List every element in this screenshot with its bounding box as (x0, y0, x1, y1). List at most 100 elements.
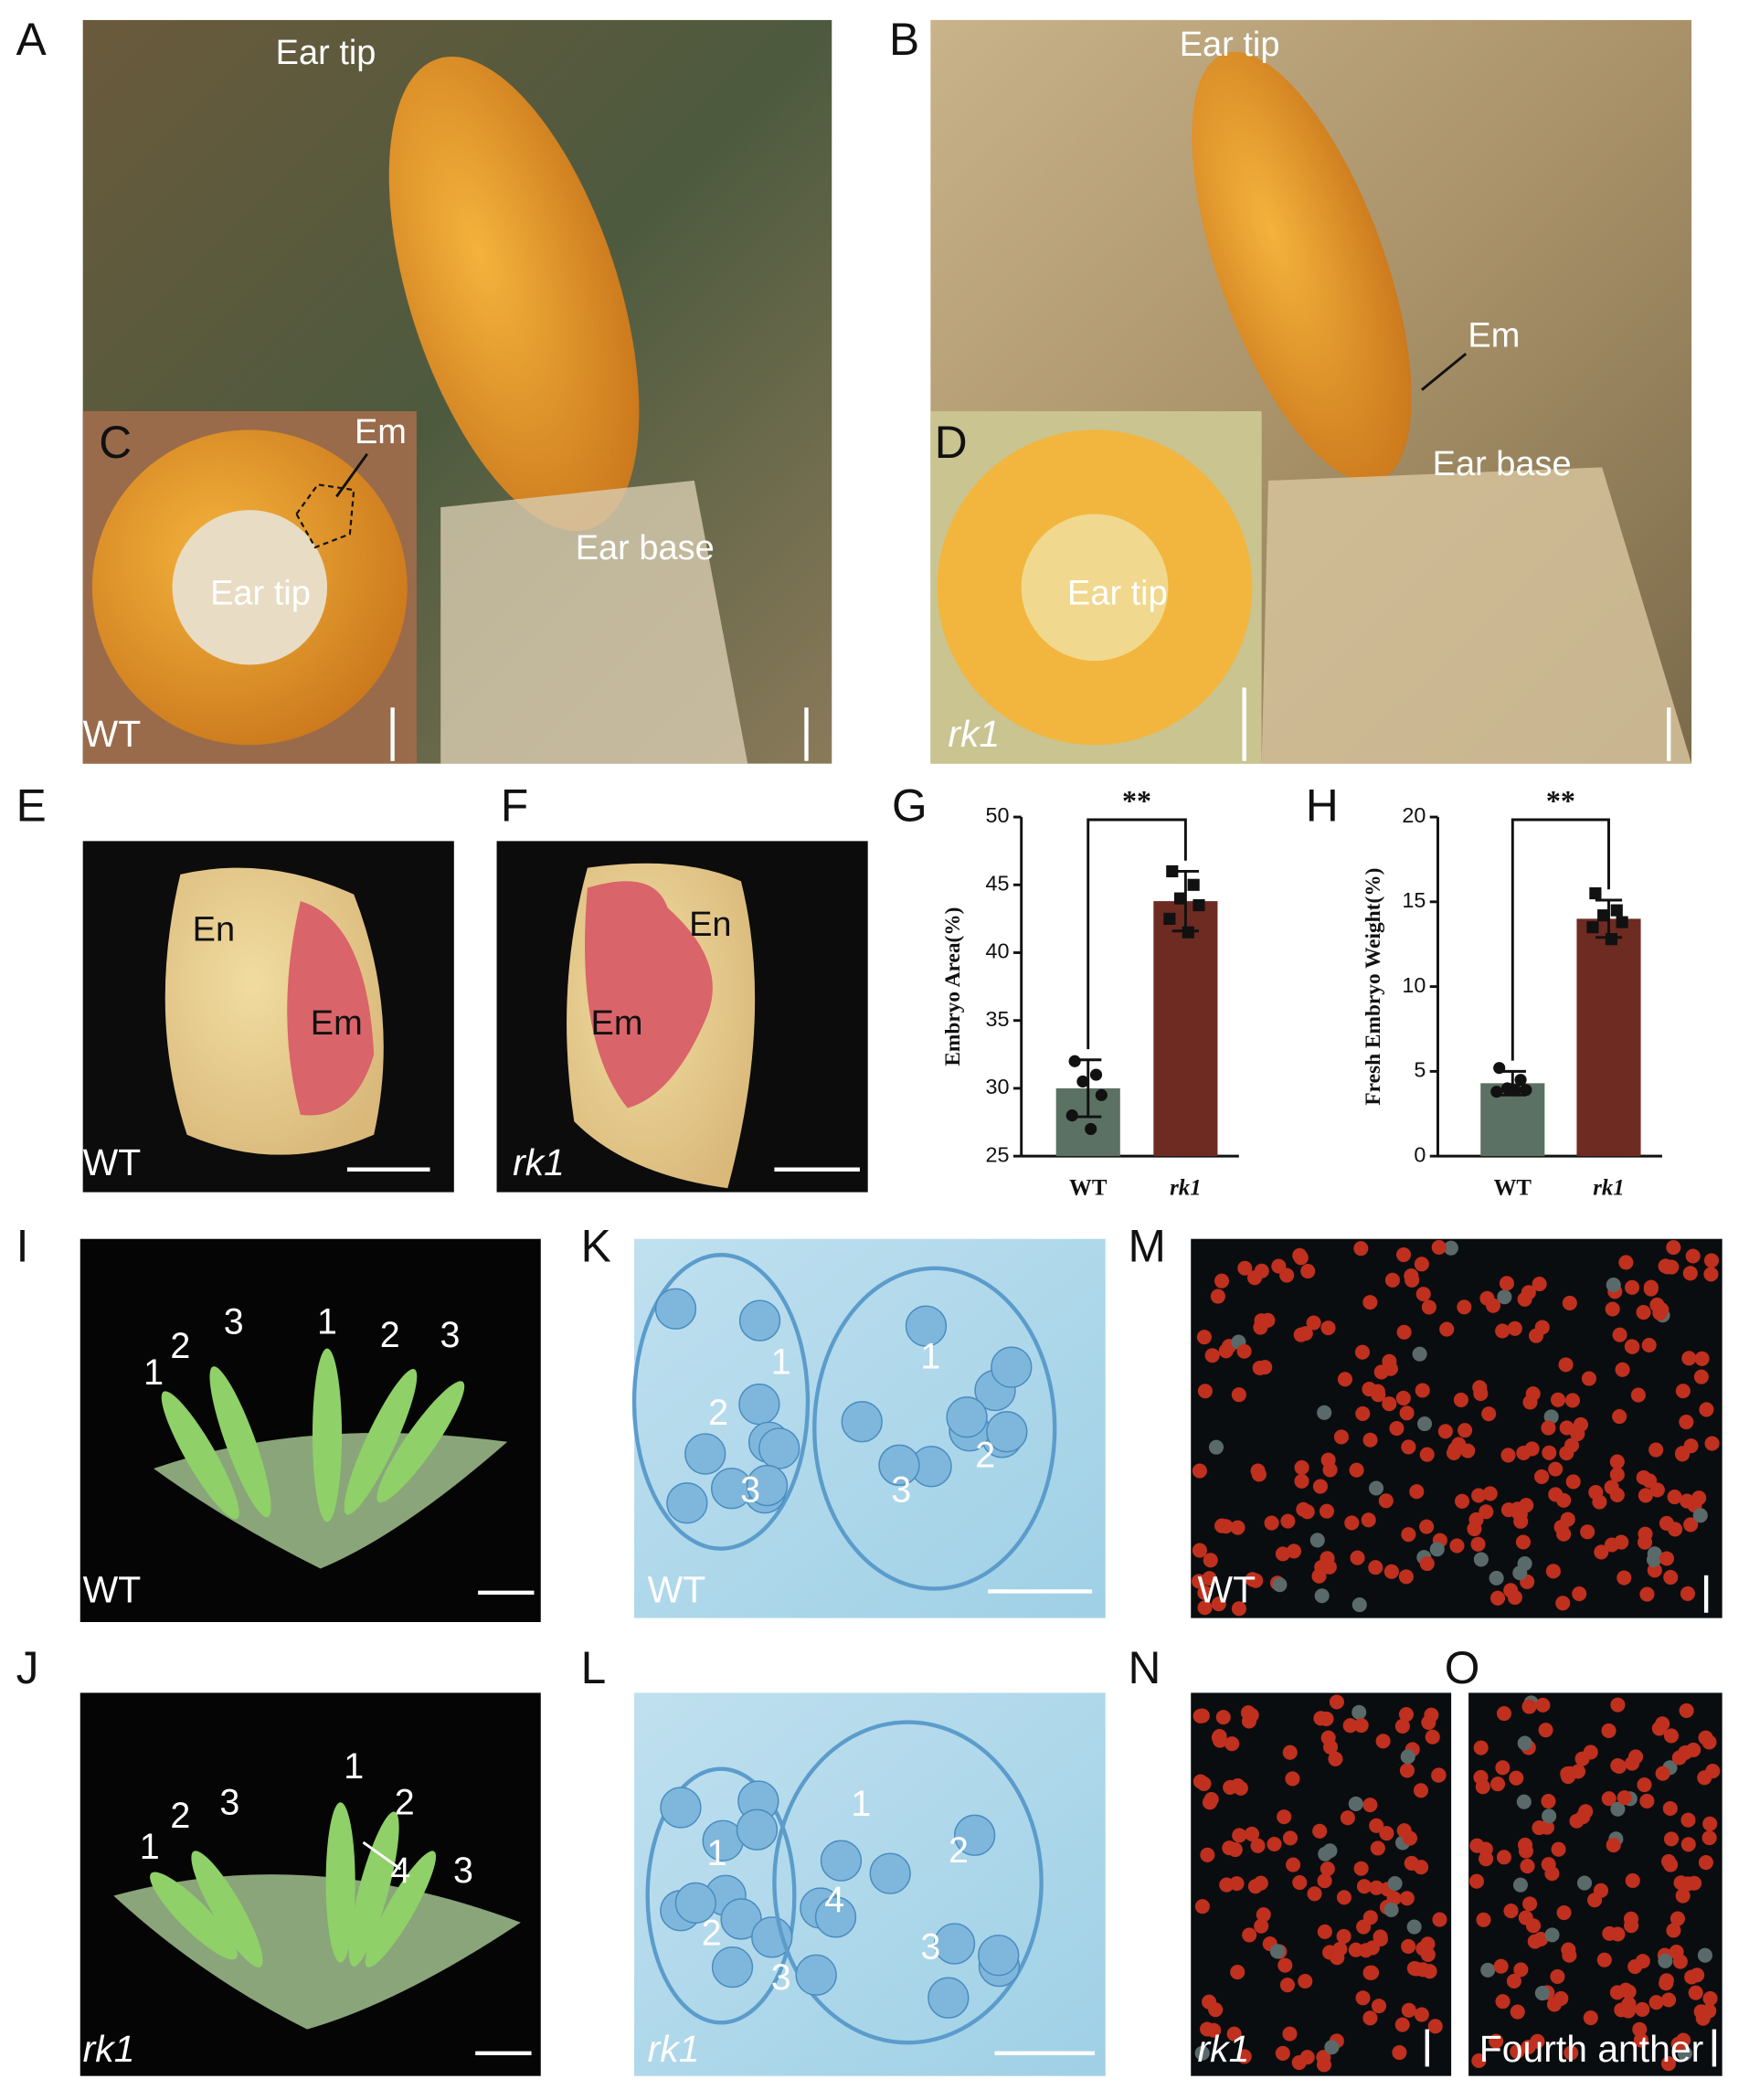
cell (666, 1482, 708, 1524)
pollen (1271, 1258, 1287, 1274)
pollen (1520, 1859, 1535, 1874)
pollen (1192, 1463, 1207, 1479)
anther-number: 1 (344, 1746, 364, 1787)
pollen (1658, 1953, 1673, 1968)
pollen (1668, 1522, 1683, 1537)
cell (684, 1433, 726, 1475)
pollen (1643, 1281, 1659, 1297)
pollen (1245, 1572, 1260, 1587)
pollen (1701, 2003, 1717, 2019)
pollen (1451, 1437, 1467, 1452)
pollen (1200, 1847, 1215, 1862)
pollen (1635, 2001, 1650, 2017)
pollen (1353, 1861, 1369, 1876)
pollen (1214, 1518, 1230, 1533)
pollen (1647, 1563, 1662, 1578)
pollen (1588, 1484, 1604, 1501)
pollen (1637, 1777, 1652, 1793)
pollen (1499, 1276, 1515, 1291)
pollen (1218, 1343, 1234, 1359)
pollen (1647, 1546, 1662, 1562)
pollen (1401, 1938, 1416, 1954)
pollen (1612, 1327, 1627, 1342)
data-point (1490, 1086, 1503, 1098)
pollen (1512, 1877, 1528, 1893)
cob-core (172, 510, 328, 665)
pollen (1449, 1538, 1465, 1554)
significance: ** (1546, 784, 1575, 817)
cell (954, 1814, 996, 1856)
label: Em (1468, 317, 1520, 355)
pollen (1313, 1711, 1329, 1726)
data-point (1095, 1088, 1108, 1101)
pollen (1223, 1779, 1238, 1795)
anther-number: 1 (317, 1302, 337, 1342)
pollen (1482, 1486, 1498, 1501)
pollen (1402, 1830, 1418, 1846)
cell (814, 1896, 857, 1938)
pollen (1639, 1586, 1655, 1602)
pollen (1383, 1902, 1399, 1917)
pollen (1609, 1454, 1625, 1469)
pollen (1241, 1713, 1256, 1729)
anther-number: 1 (920, 1337, 940, 1377)
pollen (1396, 1324, 1412, 1340)
pollen (1489, 1570, 1504, 1586)
pollen (1521, 2039, 1536, 2055)
pollen (1231, 1387, 1246, 1403)
genotype: rk1 (513, 1141, 565, 1183)
pollen (1633, 2032, 1648, 2048)
anther-number: 2 (949, 1830, 969, 1871)
pollen (1277, 1957, 1293, 1973)
pollen (1275, 2045, 1290, 2061)
pollen (1398, 1569, 1414, 1585)
pollen (1510, 1501, 1525, 1517)
pollen (1507, 1320, 1522, 1336)
arrow (362, 1840, 402, 1871)
pollen (1663, 1570, 1679, 1586)
pollen (1350, 1550, 1365, 1565)
husk (1261, 467, 1692, 764)
pollen (1475, 1779, 1490, 1795)
pollen (1401, 2002, 1416, 2018)
pollen (1454, 1493, 1470, 1509)
pollen (1625, 1339, 1640, 1354)
embryo (287, 901, 375, 1116)
pollen (1604, 1537, 1619, 1553)
pollen (1574, 1751, 1590, 1766)
pollen (1194, 2045, 1210, 2061)
pollen (1692, 1508, 1708, 1523)
genotype: WT (83, 713, 142, 755)
pollen (1375, 1734, 1391, 1749)
photo-i (80, 1238, 541, 1622)
pollen (1275, 1546, 1290, 1562)
pollen (1612, 1408, 1627, 1425)
pollen (1401, 1439, 1416, 1455)
cob-core (1021, 514, 1169, 662)
pollen (1214, 1273, 1230, 1289)
pollen (1416, 1416, 1433, 1432)
pollen (1253, 1875, 1268, 1891)
pollen (1453, 1392, 1468, 1407)
pollen (1697, 1947, 1712, 1963)
pollen (1309, 1533, 1325, 1548)
pollen (1516, 1445, 1532, 1461)
pollen (1610, 1801, 1626, 1817)
anther-number: 2 (975, 1436, 995, 1476)
pollen (1575, 1809, 1591, 1825)
pollen (1572, 1586, 1587, 1602)
pollen (1529, 1328, 1544, 1343)
pollen (1204, 1348, 1220, 1363)
anther-number: 3 (224, 1302, 244, 1342)
pollen (1256, 1907, 1271, 1923)
pollen (1427, 2019, 1443, 2034)
pollen (1211, 1596, 1226, 1612)
pollen (1544, 1927, 1560, 1943)
pollen (1212, 1728, 1227, 1745)
panel-letter: H (1306, 780, 1339, 831)
pollen (1348, 1796, 1363, 1812)
pollen (1675, 1447, 1691, 1462)
x-tick-label: WT (1494, 1175, 1532, 1200)
pollen (1669, 1944, 1684, 1960)
pollen (1570, 1426, 1585, 1442)
